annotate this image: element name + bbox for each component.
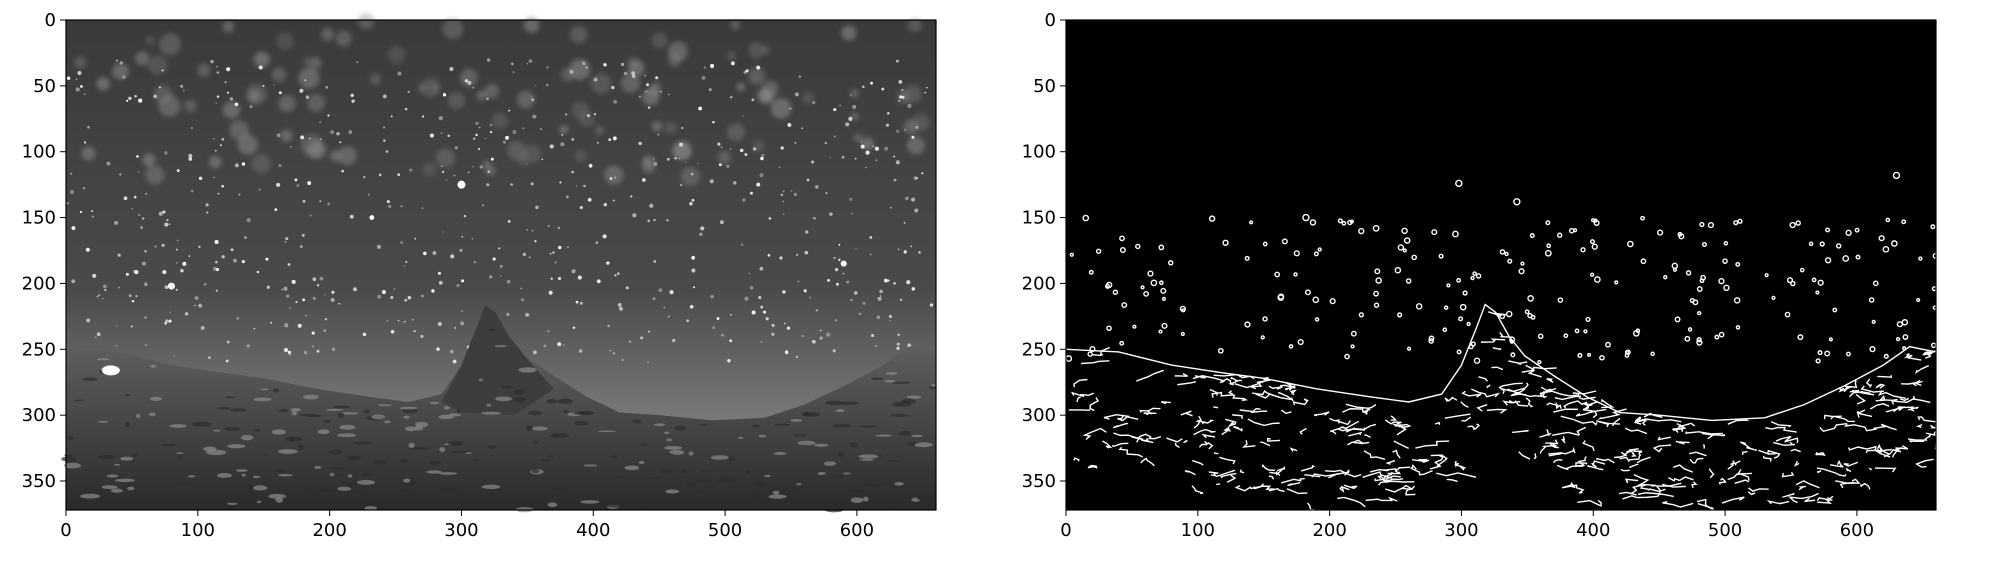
- y-tick-label: 350: [1022, 471, 1056, 492]
- x-tick-label: 400: [576, 520, 610, 541]
- edge-figure: 0 100 200 300 400 500 600 0 50 100 150 200 250 300 350: [1022, 10, 1939, 541]
- bright-star: [840, 260, 847, 267]
- y-tick-label: 100: [22, 142, 56, 163]
- snow-texture: [61, 328, 937, 513]
- x-tick-label: 200: [1312, 520, 1346, 541]
- y-tick-label: 0: [45, 10, 56, 31]
- y-tick-label: 150: [1022, 208, 1056, 229]
- x-tick-label: 600: [840, 520, 874, 541]
- x-tick-label: 100: [181, 520, 215, 541]
- left-figure-panel: 0 100 200 300 400 500 600 0 50 100 150 200 250 300 350: [0, 0, 1000, 560]
- x-tick-label: 100: [1181, 520, 1215, 541]
- x-tick-label: 0: [1060, 520, 1071, 541]
- edge-lines: [1065, 171, 1939, 511]
- y-tick-label: 50: [33, 76, 56, 97]
- bright-star: [369, 215, 375, 220]
- y-tick-label: 0: [1045, 10, 1056, 31]
- x-tick-label: 200: [312, 520, 346, 541]
- mountain-peak: [441, 304, 554, 416]
- edge-background: [1066, 20, 1936, 510]
- bokeh-lights: [74, 12, 930, 187]
- y-tick-label: 50: [1033, 76, 1056, 97]
- y-tick-label: 200: [1022, 273, 1056, 294]
- grayscale-figure: 0 100 200 300 400 500 600 0 50 100 150 200 250 300 350: [22, 10, 937, 541]
- axes-frame: [65, 19, 937, 511]
- y-tick-label: 100: [1022, 142, 1056, 163]
- y-tick-label: 250: [22, 339, 56, 360]
- y-tick-label: 300: [22, 405, 56, 426]
- axes-frame: [1065, 19, 1937, 511]
- y-tick-label: 300: [1022, 405, 1056, 426]
- x-tick-label: 500: [708, 520, 742, 541]
- bright-star: [167, 282, 175, 290]
- hut-lights: [101, 365, 120, 376]
- right-figure-panel: 0 100 200 300 400 500 600 0 50 100 150 200 250 300 350: [1000, 0, 2000, 560]
- x-tick-label: 0: [60, 520, 71, 541]
- x-tick-label: 400: [1576, 520, 1610, 541]
- x-tick-label: 600: [1840, 520, 1874, 541]
- y-tick-label: 250: [1022, 339, 1056, 360]
- star-field: [66, 58, 934, 364]
- y-tick-label: 200: [22, 273, 56, 294]
- y-tick-label: 350: [22, 471, 56, 492]
- x-tick-label: 500: [1708, 520, 1742, 541]
- bright-star: [457, 180, 466, 189]
- y-tick-label: 150: [22, 208, 56, 229]
- x-tick-label: 300: [444, 520, 478, 541]
- x-tick-label: 300: [1444, 520, 1478, 541]
